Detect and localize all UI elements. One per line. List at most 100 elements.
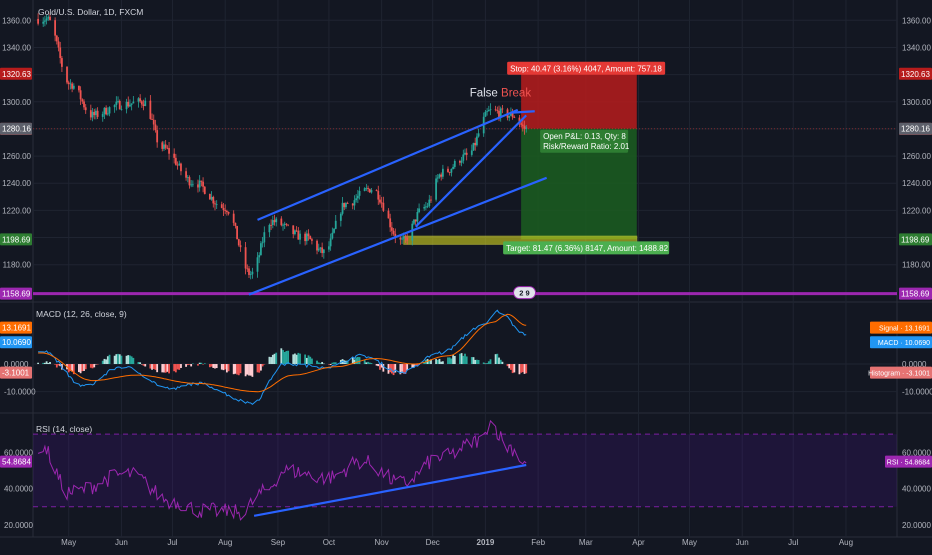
candle-body[interactable] [435, 178, 437, 200]
candle-body[interactable] [61, 58, 63, 67]
candle-body[interactable] [55, 35, 58, 42]
candle-body[interactable] [273, 220, 276, 223]
candle-body[interactable] [78, 85, 80, 91]
candle-body[interactable] [346, 203, 349, 204]
candle-body[interactable] [321, 247, 324, 254]
candle-body[interactable] [222, 207, 225, 211]
candle-body[interactable] [188, 177, 191, 186]
candle-body[interactable] [356, 195, 359, 199]
candle-body[interactable] [164, 144, 167, 148]
candle-body[interactable] [283, 223, 286, 225]
candle-body[interactable] [460, 160, 463, 163]
candle-body[interactable] [108, 107, 111, 114]
candle-body[interactable] [375, 190, 378, 191]
candle-body[interactable] [127, 101, 130, 107]
candle-body[interactable] [355, 198, 358, 201]
candle-body[interactable] [423, 207, 426, 209]
candle-body[interactable] [142, 104, 145, 107]
candle-body[interactable] [239, 245, 242, 248]
candle-body[interactable] [69, 83, 72, 85]
candle-body[interactable] [311, 239, 313, 241]
candle-body[interactable] [96, 110, 99, 117]
candle-body[interactable] [406, 237, 409, 241]
candle-body[interactable] [424, 206, 427, 208]
candle-body[interactable] [499, 108, 502, 118]
candle-body[interactable] [351, 203, 354, 206]
candle-body[interactable] [486, 111, 489, 113]
candle-body[interactable] [305, 233, 308, 242]
candle-body[interactable] [258, 255, 261, 258]
trendline[interactable] [257, 108, 519, 221]
candle-body[interactable] [156, 130, 159, 143]
candle-body[interactable] [510, 112, 512, 116]
candle-body[interactable] [105, 107, 108, 115]
candle-body[interactable] [140, 101, 143, 105]
candle-body[interactable] [297, 230, 300, 240]
candle-body[interactable] [246, 268, 249, 270]
candle-body[interactable] [282, 224, 284, 226]
candle-body[interactable] [520, 123, 523, 125]
candle-body[interactable] [44, 20, 46, 22]
candle-body[interactable] [200, 180, 203, 182]
candle-body[interactable] [227, 211, 230, 214]
candle-body[interactable] [42, 21, 45, 24]
candle-body[interactable] [215, 204, 218, 206]
candle-body[interactable] [287, 224, 290, 226]
candle-body[interactable] [353, 200, 356, 206]
candle-body[interactable] [37, 18, 40, 24]
candle-body[interactable] [81, 99, 84, 102]
candle-body[interactable] [513, 117, 516, 118]
candle-body[interactable] [484, 111, 487, 117]
candle-body[interactable] [79, 90, 82, 100]
candle-body[interactable] [129, 104, 131, 107]
candle-body[interactable] [115, 101, 118, 106]
candle-body[interactable] [367, 187, 369, 189]
candle-body[interactable] [174, 157, 177, 165]
candle-body[interactable] [401, 238, 403, 240]
candle-body[interactable] [319, 247, 322, 249]
candle-body[interactable] [151, 118, 153, 120]
candle-body[interactable] [113, 105, 116, 108]
candle-body[interactable] [382, 202, 385, 211]
candle-body[interactable] [363, 188, 366, 191]
candle-body[interactable] [464, 152, 466, 155]
candle-body[interactable] [465, 152, 468, 155]
candle-body[interactable] [236, 225, 238, 240]
candle-body[interactable] [237, 239, 240, 246]
candle-body[interactable] [130, 103, 133, 105]
candle-body[interactable] [358, 190, 361, 196]
candle-body[interactable] [333, 228, 335, 233]
candle-body[interactable] [285, 223, 288, 225]
candle-body[interactable] [275, 218, 278, 223]
candle-body[interactable] [387, 210, 390, 219]
candle-body[interactable] [225, 210, 228, 212]
candle-body[interactable] [248, 268, 250, 275]
candle-body[interactable] [307, 233, 310, 237]
candle-body[interactable] [447, 168, 449, 173]
candles[interactable] [37, 12, 528, 280]
candle-body[interactable] [428, 199, 431, 206]
candle-body[interactable] [132, 101, 135, 104]
candle-body[interactable] [411, 223, 414, 241]
candle-body[interactable] [163, 144, 165, 149]
candle-body[interactable] [343, 202, 346, 208]
candle-body[interactable] [450, 168, 453, 173]
candle-body[interactable] [458, 160, 461, 163]
candle-body[interactable] [430, 199, 432, 201]
candle-body[interactable] [268, 224, 271, 233]
candle-body[interactable] [89, 110, 92, 118]
candle-body[interactable] [103, 107, 106, 114]
candle-body[interactable] [152, 119, 155, 125]
candle-body[interactable] [379, 199, 381, 203]
candle-body[interactable] [166, 147, 169, 149]
candle-body[interactable] [392, 230, 395, 234]
candle-body[interactable] [402, 236, 405, 239]
candle-body[interactable] [453, 160, 456, 167]
trendline[interactable] [248, 176, 548, 296]
candle-body[interactable] [178, 163, 181, 165]
candle-body[interactable] [377, 190, 380, 200]
candle-body[interactable] [416, 212, 419, 222]
candle-body[interactable] [328, 246, 330, 250]
trendline[interactable] [512, 110, 535, 114]
candle-body[interactable] [462, 154, 465, 161]
